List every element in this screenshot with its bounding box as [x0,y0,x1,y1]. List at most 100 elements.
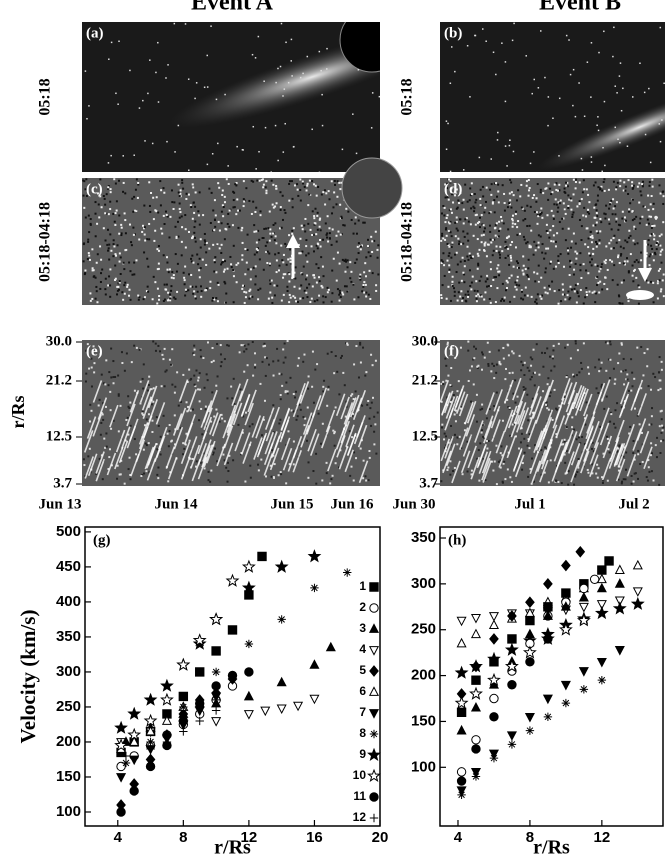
noise-speck [225,466,228,469]
noise-speck [596,194,599,197]
noise-speck [202,452,205,455]
noise-speck [489,301,492,304]
noise-speck [220,361,223,364]
noise-speck [306,286,309,289]
point [489,693,499,704]
noise-speck [622,279,625,282]
legend-marker [368,709,380,719]
point [561,698,571,708]
jmap-y-tick-label: 12.5 [412,428,438,444]
noise-speck [192,201,195,204]
noise-speck [593,206,596,209]
noise-speck [520,289,523,292]
star-speck [187,78,190,80]
noise-speck [129,270,132,273]
noise-speck [89,403,92,406]
noise-speck [89,222,92,225]
noise-speck [280,244,283,247]
noise-speck [577,436,580,439]
noise-speck [637,284,640,287]
noise-speck [218,247,221,250]
noise-speck [296,188,299,191]
noise-speck [330,300,333,303]
noise-speck [598,242,601,245]
noise-speck [299,252,302,255]
noise-speck [289,296,292,299]
noise-speck [470,400,473,403]
noise-speck [275,187,278,190]
noise-speck [115,209,118,212]
noise-speck [264,356,267,359]
noise-speck [114,253,117,256]
legend-marker [367,747,381,761]
noise-speck [167,480,170,483]
ejecta-streak [147,443,158,466]
noise-speck [524,286,527,289]
noise-speck [550,240,553,243]
noise-speck [333,444,336,447]
noise-speck [615,241,618,244]
noise-speck [116,285,119,288]
noise-speck [137,298,140,301]
star-speck [157,101,160,103]
noise-speck [112,255,115,258]
noise-speck [141,473,144,476]
noise-speck [275,259,278,262]
noise-speck [88,254,91,257]
noise-speck [150,403,153,406]
noise-speck [604,276,607,279]
ejecta-streak [92,380,103,403]
noise-speck [146,285,149,288]
point [121,758,131,768]
noise-speck [596,476,599,479]
noise-speck [274,222,277,225]
noise-speck [136,196,139,199]
noise-speck [312,274,315,277]
ejecta-streak [585,416,595,440]
noise-speck [248,290,251,293]
noise-speck [357,252,360,255]
noise-speck [94,201,97,204]
noise-speck [499,459,502,462]
noise-speck [633,260,636,263]
noise-speck [114,223,117,226]
star-speck [133,154,135,156]
noise-speck [500,219,503,222]
noise-speck [270,279,273,282]
noise-speck [645,223,648,226]
noise-speck [364,374,367,377]
noise-speck [493,182,496,185]
noise-speck [93,362,96,365]
ejecta-streak [84,456,94,479]
noise-speck [497,190,500,193]
noise-speck [218,186,221,189]
noise-speck [132,233,135,236]
noise-speck [197,376,200,379]
noise-speck [495,371,498,374]
point [227,625,238,635]
ejecta-streak [97,397,108,420]
legend-label: 12 [353,810,367,824]
star-speck [586,61,589,63]
noise-speck [485,417,488,420]
noise-speck [515,210,518,213]
noise-speck [506,398,509,401]
noise-speck [373,415,376,418]
noise-speck [498,270,501,273]
noise-speck [298,403,301,406]
noise-speck [444,221,447,224]
noise-speck [445,234,448,237]
y-tick-label: 350 [411,529,436,546]
noise-speck [326,232,329,235]
noise-speck [649,454,652,457]
ejecta-streak [620,381,630,405]
noise-speck [226,480,229,483]
noise-speck [502,346,505,349]
noise-speck [283,342,286,345]
ejecta-streak [513,400,524,424]
noise-speck [114,212,117,215]
noise-speck [641,443,644,446]
noise-speck [198,400,201,403]
ejecta-streak [515,410,526,433]
noise-speck [82,194,85,197]
